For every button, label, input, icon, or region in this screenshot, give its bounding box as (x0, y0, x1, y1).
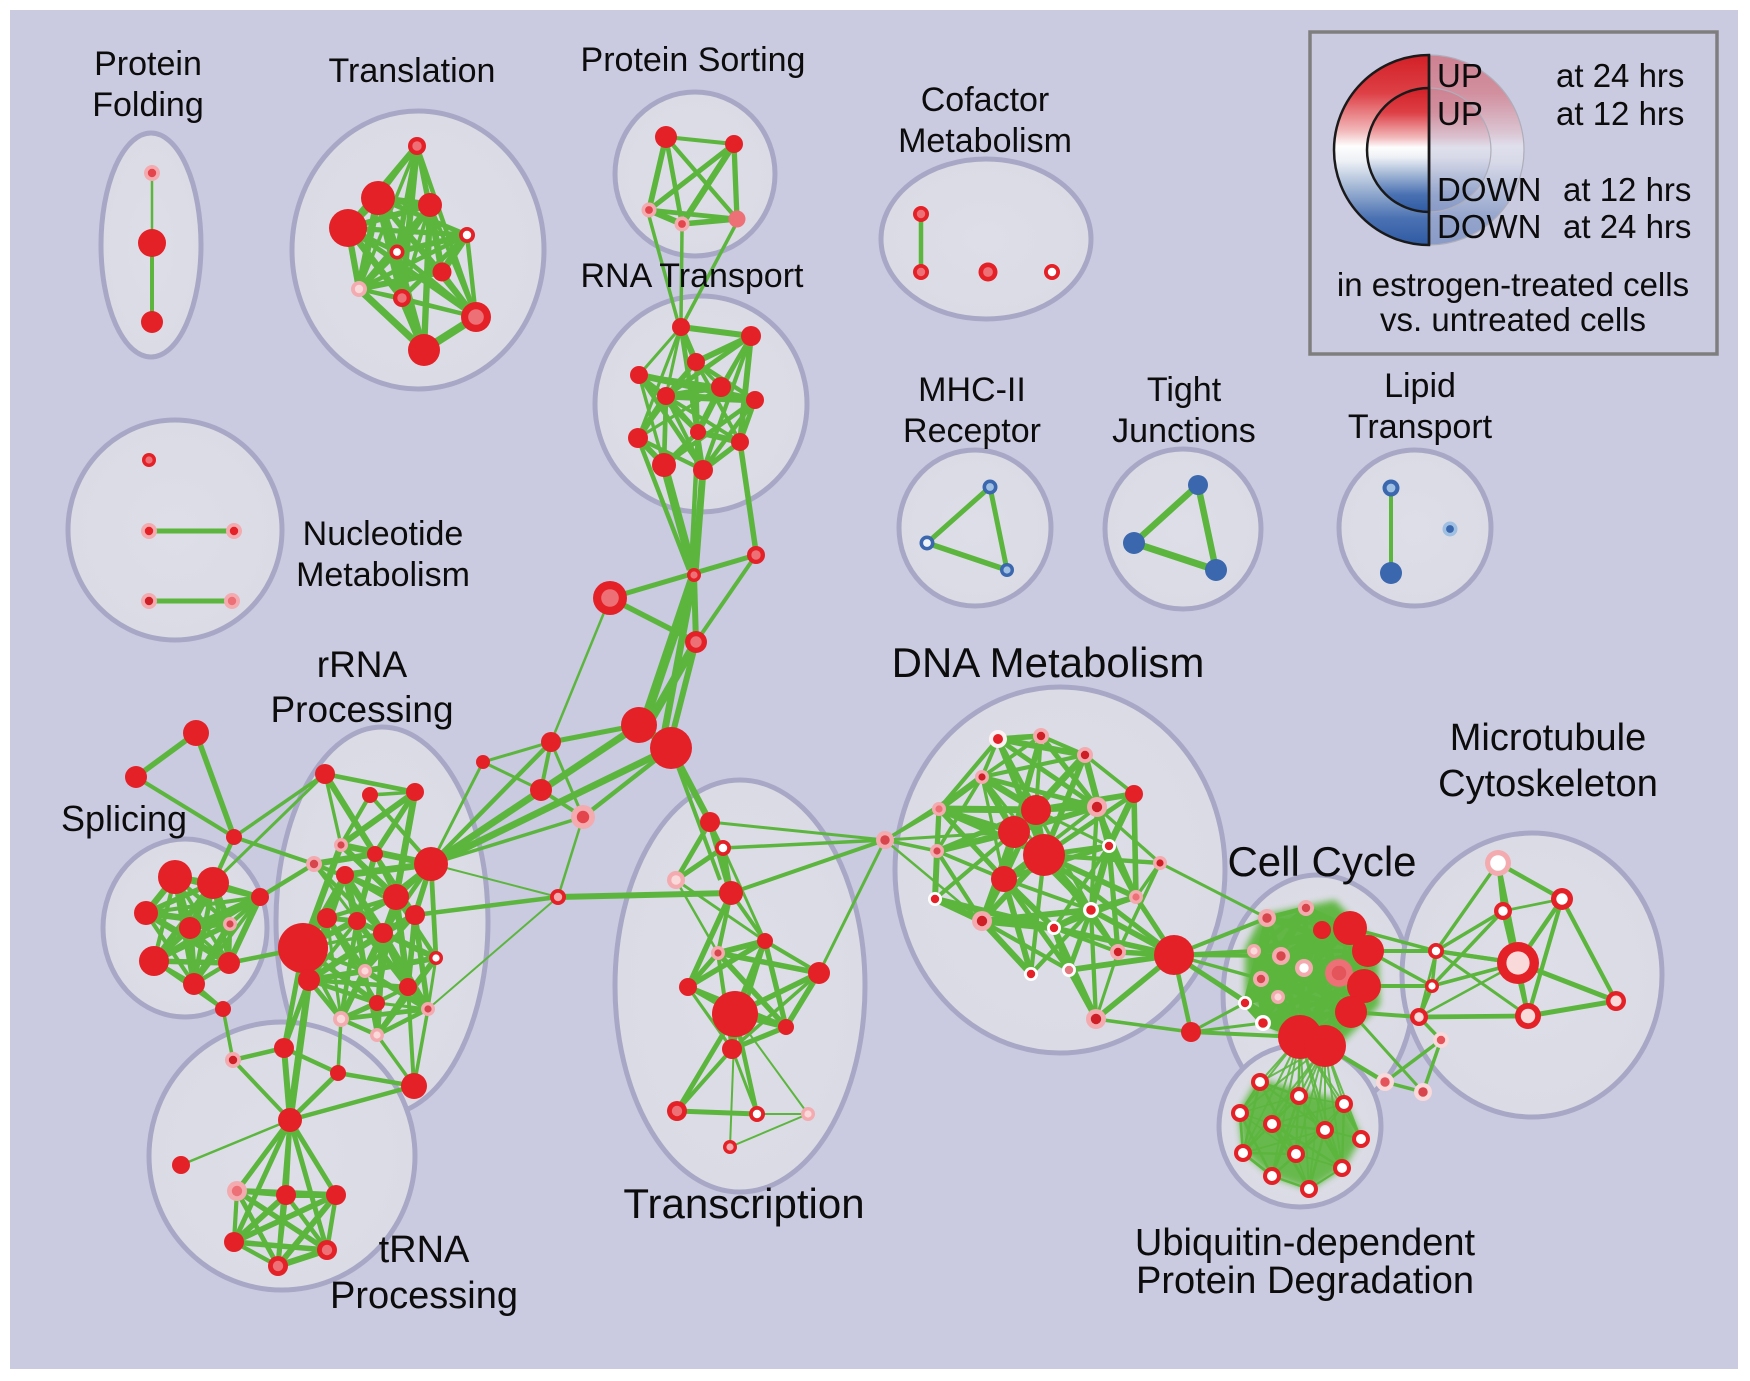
svg-text:at 24 hrs: at 24 hrs (1556, 57, 1684, 94)
svg-text:Processing: Processing (330, 1275, 518, 1317)
svg-text:DNA Metabolism: DNA Metabolism (892, 639, 1205, 686)
svg-text:Cofactor: Cofactor (921, 81, 1050, 119)
svg-text:Microtubule: Microtubule (1450, 717, 1646, 759)
svg-text:Protein Degradation: Protein Degradation (1136, 1260, 1474, 1302)
svg-text:UP: UP (1437, 95, 1483, 132)
svg-text:UP: UP (1437, 57, 1483, 94)
svg-text:Tight: Tight (1147, 371, 1222, 409)
svg-text:DOWN: DOWN (1437, 171, 1541, 208)
svg-text:Protein Sorting: Protein Sorting (581, 41, 806, 79)
svg-text:Metabolism: Metabolism (296, 556, 470, 594)
svg-text:Receptor: Receptor (903, 412, 1041, 450)
svg-text:Cytoskeleton: Cytoskeleton (1438, 763, 1658, 805)
svg-text:DOWN: DOWN (1437, 208, 1541, 245)
svg-text:Transport: Transport (1348, 408, 1493, 446)
svg-text:Junctions: Junctions (1112, 412, 1256, 450)
svg-text:vs. untreated cells: vs. untreated cells (1380, 301, 1646, 338)
svg-text:at 12 hrs: at 12 hrs (1563, 171, 1691, 208)
svg-text:tRNA: tRNA (379, 1229, 470, 1271)
svg-text:in estrogen-treated cells: in estrogen-treated cells (1337, 266, 1689, 303)
svg-text:Lipid: Lipid (1384, 367, 1456, 405)
svg-text:Transcription: Transcription (623, 1180, 864, 1227)
svg-text:Translation: Translation (329, 52, 496, 90)
svg-text:Ubiquitin-dependent: Ubiquitin-dependent (1135, 1222, 1476, 1264)
svg-text:at 12 hrs: at 12 hrs (1556, 95, 1684, 132)
svg-text:Folding: Folding (92, 86, 204, 124)
svg-text:rRNA: rRNA (317, 644, 408, 685)
svg-text:Cell Cycle: Cell Cycle (1227, 838, 1416, 885)
svg-text:RNA Transport: RNA Transport (581, 257, 805, 295)
svg-text:Protein: Protein (94, 45, 202, 83)
svg-text:MHC-II: MHC-II (918, 371, 1026, 409)
svg-text:Metabolism: Metabolism (898, 122, 1072, 160)
svg-text:at 24 hrs: at 24 hrs (1563, 208, 1691, 245)
svg-text:Splicing: Splicing (61, 798, 187, 839)
svg-text:Processing: Processing (270, 689, 453, 730)
svg-text:Nucleotide: Nucleotide (303, 515, 464, 553)
